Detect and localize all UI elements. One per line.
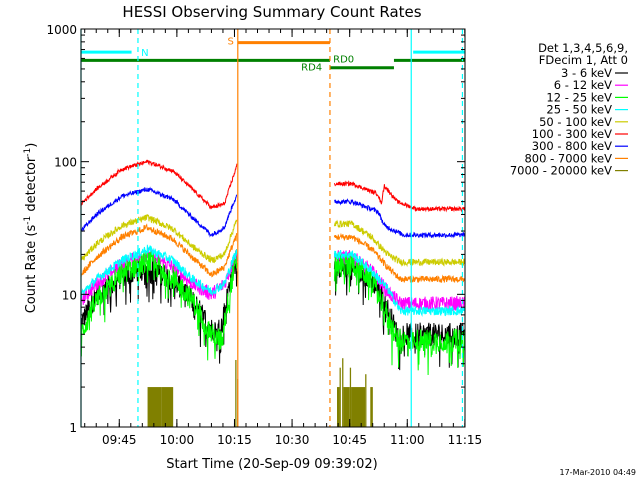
- x-tick-label: 11:00: [390, 433, 425, 447]
- series-bar: [365, 374, 367, 427]
- flag-label: RD4: [301, 63, 322, 74]
- series-bar: [343, 387, 350, 427]
- series-bar: [235, 359, 237, 427]
- timestamp: 17-Mar-2010 04:49: [560, 468, 637, 477]
- y-axis-label-start: Count Rate (s: [24, 225, 39, 314]
- series-line-3: [333, 250, 466, 318]
- legend: Det 1,3,4,5,6,9, FDecim 1, Att 0 3 - 6 k…: [510, 41, 628, 178]
- series-line-7: [80, 223, 238, 278]
- x-tick-label: 10:45: [332, 433, 367, 447]
- series-bar: [337, 387, 340, 427]
- x-axis-label: Start Time (20-Sep-09 09:39:02): [166, 457, 377, 472]
- series-line-2: [80, 250, 238, 361]
- legend-entry-label: 300 - 800 keV: [532, 139, 612, 153]
- legend-header-2: FDecim 1, Att 0: [539, 53, 628, 67]
- y-axis-label-sup1: -1: [23, 216, 33, 225]
- legend-entry-label: 50 - 100 keV: [539, 115, 612, 129]
- series-line-3: [80, 244, 238, 299]
- x-tick-label: 10:30: [275, 433, 310, 447]
- series-line-4: [333, 219, 466, 268]
- series-line-6: [334, 198, 466, 239]
- y-axis-label-sup2: -1: [23, 148, 33, 157]
- series-bar: [342, 358, 344, 427]
- y-tick-label: 10: [62, 288, 77, 302]
- series-line-5: [80, 159, 238, 210]
- y-tick-label: 100: [54, 156, 77, 170]
- series-bar: [370, 387, 373, 427]
- legend-header-1: Det 1,3,4,5,6,9,: [538, 41, 628, 55]
- flag-label: RD0: [333, 54, 354, 65]
- series-line-4: [80, 214, 238, 264]
- axis-layer: 1 10 100 1000 09:45 10:00 10:15 10:30 10:45 11:00…: [46, 23, 482, 447]
- legend-entry-label: 3 - 6 keV: [561, 66, 612, 80]
- x-tick-label: 10:15: [217, 433, 252, 447]
- y-tick-label: 1000: [46, 23, 77, 37]
- legend-entry-label: 800 - 7000 keV: [524, 151, 612, 165]
- legend-entry-label: 6 - 12 keV: [554, 78, 612, 92]
- flag-layer: N S RD0 RD4: [81, 36, 465, 74]
- x-tick-label: 10:00: [160, 433, 195, 447]
- series-line-6: [80, 186, 238, 238]
- series-line-7: [333, 232, 466, 284]
- y-tick-label: 1: [69, 421, 77, 435]
- series-layer: [80, 159, 466, 427]
- y-axis-label-mid: detector: [24, 156, 39, 216]
- series-bar: [351, 387, 366, 427]
- legend-entry-label: 25 - 50 keV: [546, 103, 612, 117]
- legend-entry-label: 7000 - 20000 keV: [510, 164, 612, 178]
- series-bar: [339, 367, 341, 427]
- plot-frame: [80, 28, 466, 428]
- x-tick-label: 11:15: [448, 433, 483, 447]
- series-bar: [147, 387, 162, 427]
- legend-entry-label: 100 - 300 keV: [532, 127, 612, 141]
- marker-layer: [80, 29, 464, 427]
- series-bar: [161, 387, 174, 427]
- chart-title: HESSI Observing Summary Count Rates: [122, 3, 421, 21]
- series-line-2: [333, 252, 466, 376]
- x-tick-label: 09:45: [102, 433, 137, 447]
- y-axis-label-end: ): [24, 143, 39, 148]
- flag-label: S: [228, 36, 234, 47]
- flag-label: N: [141, 48, 148, 59]
- series-line-5: [333, 180, 466, 213]
- legend-entry-label: 12 - 25 keV: [546, 90, 612, 104]
- y-axis-label: Count Rate (s-1 detector-1): [23, 143, 39, 314]
- series-bar: [349, 367, 352, 427]
- series-line-1: [333, 250, 466, 313]
